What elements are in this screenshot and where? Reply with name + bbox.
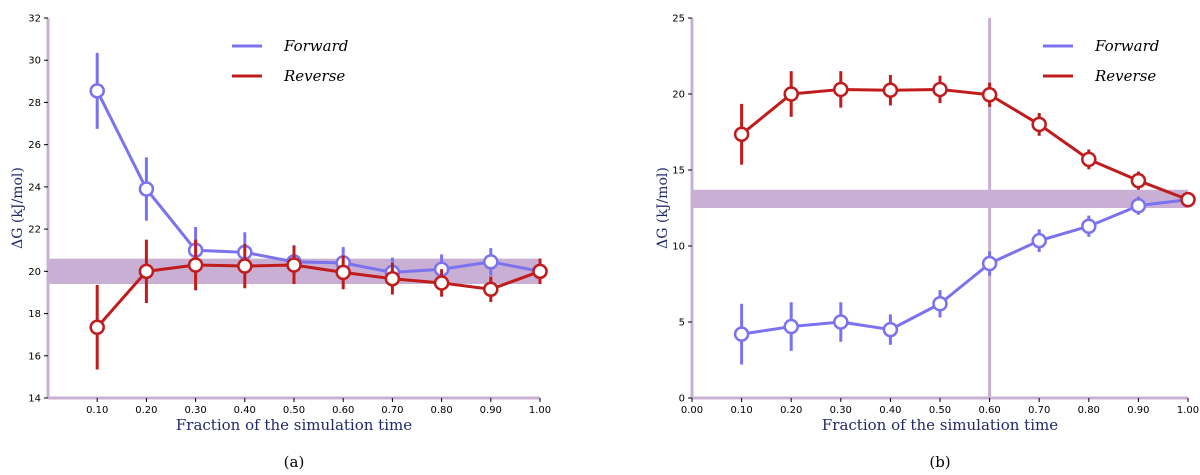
y-tick-label: 15 bbox=[672, 166, 685, 177]
x-tick-label: 0.30 bbox=[830, 405, 852, 416]
legend-label-forward: Forward bbox=[283, 37, 348, 55]
data-point bbox=[89, 319, 105, 336]
panel-caption: (b) bbox=[929, 453, 950, 471]
data-point bbox=[1130, 197, 1147, 214]
series-line bbox=[740, 87, 1189, 202]
legend: Forward Reverse bbox=[232, 37, 348, 85]
x-tick-label: 0.60 bbox=[978, 405, 1000, 416]
data-point bbox=[1031, 116, 1047, 133]
y-tick-label: 18 bbox=[28, 309, 41, 320]
x-tick-label: 0.70 bbox=[1028, 405, 1050, 416]
x-tick-label: 0.20 bbox=[135, 405, 157, 416]
x-tick-label: 0.60 bbox=[332, 405, 354, 416]
x-tick-label: 0.50 bbox=[283, 405, 305, 416]
chart-panel-b: 0 5 10 15 20 25 0.00 0.10 0.20 0.30 0.40 0.50 0.60 0.… bbox=[655, 14, 1199, 472]
legend-label-reverse: Reverse bbox=[1094, 67, 1156, 85]
data-point bbox=[187, 257, 204, 273]
y-tick-label: 0 bbox=[679, 394, 685, 405]
series-line bbox=[95, 90, 541, 274]
y-tick-label: 10 bbox=[672, 242, 685, 253]
y-tick-label: 5 bbox=[679, 318, 685, 329]
data-point bbox=[237, 258, 253, 274]
data-point bbox=[882, 82, 899, 98]
data-point bbox=[1081, 218, 1097, 234]
data-point bbox=[384, 270, 401, 287]
y-tick-label: 30 bbox=[28, 56, 41, 67]
data-point bbox=[1180, 191, 1196, 208]
x-tick-label: 0.80 bbox=[1078, 405, 1100, 416]
x-tick-label: 0.10 bbox=[86, 405, 108, 416]
data-point bbox=[981, 87, 998, 103]
y-tick-label: 25 bbox=[672, 14, 685, 25]
legend: Forward Reverse bbox=[1043, 37, 1159, 85]
y-tick-label: 20 bbox=[672, 90, 685, 101]
data-point bbox=[335, 264, 351, 281]
x-tick-label: 0.30 bbox=[184, 405, 206, 416]
chart-panel-a: 14 16 18 20 22 24 26 28 30 32 0.10 0.20 0.30 0.40 0.50… bbox=[10, 14, 551, 472]
y-tick-label: 24 bbox=[28, 182, 41, 193]
x-tick-label: 0.80 bbox=[430, 405, 452, 416]
data-point bbox=[833, 81, 849, 98]
data-point bbox=[1031, 232, 1047, 249]
data-point bbox=[833, 314, 849, 330]
data-point bbox=[733, 326, 750, 342]
y-tick-label: 22 bbox=[28, 225, 41, 236]
y-axis-label: ΔG (kJ/mol) bbox=[655, 167, 671, 249]
reference-band bbox=[692, 189, 1188, 208]
x-tick-label: 0.50 bbox=[929, 405, 951, 416]
data-point bbox=[932, 81, 948, 98]
legend-label-reverse: Reverse bbox=[283, 67, 345, 85]
y-tick-label: 28 bbox=[28, 98, 41, 109]
data-point bbox=[483, 281, 499, 298]
data-point bbox=[1081, 151, 1097, 168]
data-point bbox=[433, 275, 450, 291]
data-point bbox=[783, 86, 799, 102]
x-tick-label: 0.00 bbox=[681, 405, 703, 416]
data-point bbox=[286, 257, 302, 273]
x-tick-label: 0.20 bbox=[780, 405, 802, 416]
series-reverse bbox=[733, 71, 1196, 208]
series-reverse bbox=[89, 239, 548, 370]
data-point bbox=[1130, 172, 1147, 189]
x-tick-label: 0.10 bbox=[730, 405, 752, 416]
x-axis-label: Fraction of the simulation time bbox=[176, 416, 412, 434]
series-forward bbox=[733, 191, 1196, 365]
y-axis-label: ΔG (kJ/mol) bbox=[10, 167, 26, 249]
legend-label-forward: Forward bbox=[1094, 37, 1159, 55]
y-tick-label: 20 bbox=[28, 267, 41, 278]
data-point bbox=[532, 263, 548, 280]
x-tick-label: 0.90 bbox=[480, 405, 502, 416]
data-point bbox=[783, 318, 799, 335]
data-point bbox=[138, 181, 155, 197]
data-point bbox=[882, 321, 899, 338]
data-point bbox=[138, 263, 155, 280]
x-tick-label: 0.70 bbox=[381, 405, 403, 416]
x-tick-label: 1.00 bbox=[1177, 405, 1199, 416]
data-point bbox=[483, 254, 499, 270]
data-point bbox=[733, 126, 750, 143]
series-forward bbox=[89, 52, 548, 288]
panel-caption: (a) bbox=[284, 453, 305, 471]
data-point bbox=[932, 296, 948, 312]
data-point bbox=[981, 255, 998, 272]
x-tick-label: 1.00 bbox=[529, 405, 551, 416]
y-tick-label: 16 bbox=[28, 351, 41, 362]
y-tick-label: 32 bbox=[28, 14, 41, 25]
data-point bbox=[89, 83, 105, 99]
x-tick-label: 0.40 bbox=[234, 405, 256, 416]
series-line bbox=[741, 198, 1189, 336]
y-tick-label: 26 bbox=[28, 140, 41, 151]
x-axis-label: Fraction of the simulation time bbox=[822, 416, 1058, 434]
x-tick-label: 0.90 bbox=[1127, 405, 1149, 416]
series-line bbox=[96, 263, 541, 329]
y-tick-label: 14 bbox=[28, 394, 41, 405]
x-tick-label: 0.40 bbox=[879, 405, 901, 416]
